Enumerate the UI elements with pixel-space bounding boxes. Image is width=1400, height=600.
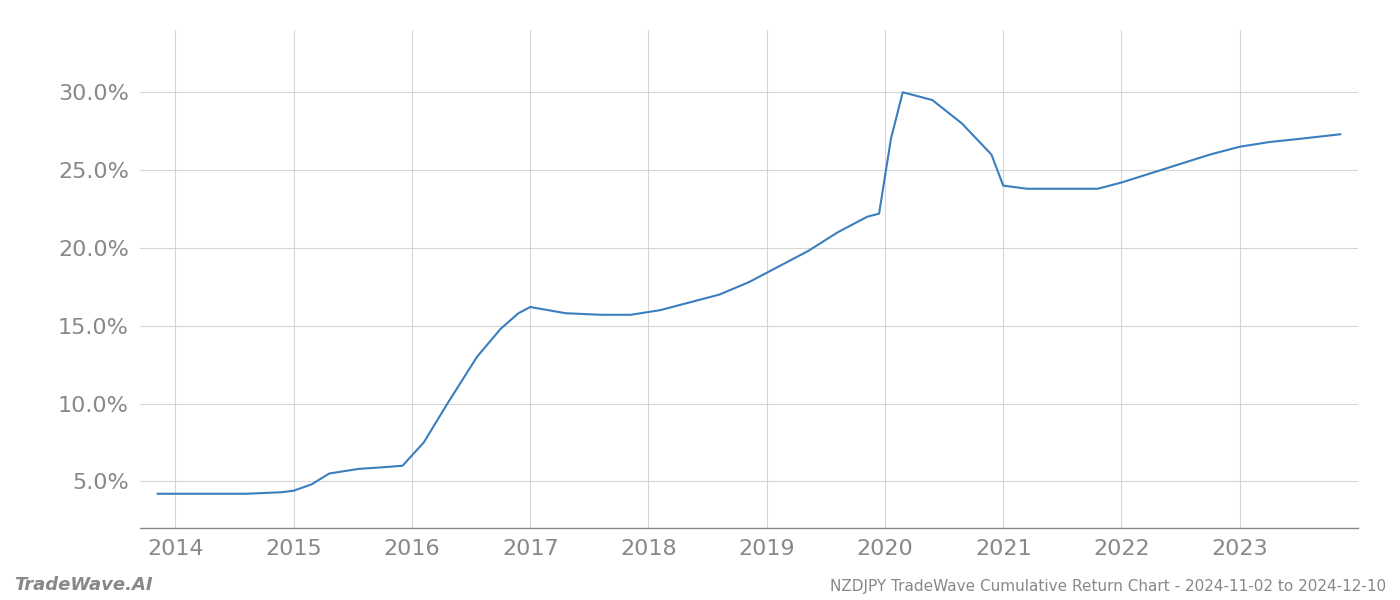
- Text: TradeWave.AI: TradeWave.AI: [14, 576, 153, 594]
- Text: NZDJPY TradeWave Cumulative Return Chart - 2024-11-02 to 2024-12-10: NZDJPY TradeWave Cumulative Return Chart…: [830, 579, 1386, 594]
